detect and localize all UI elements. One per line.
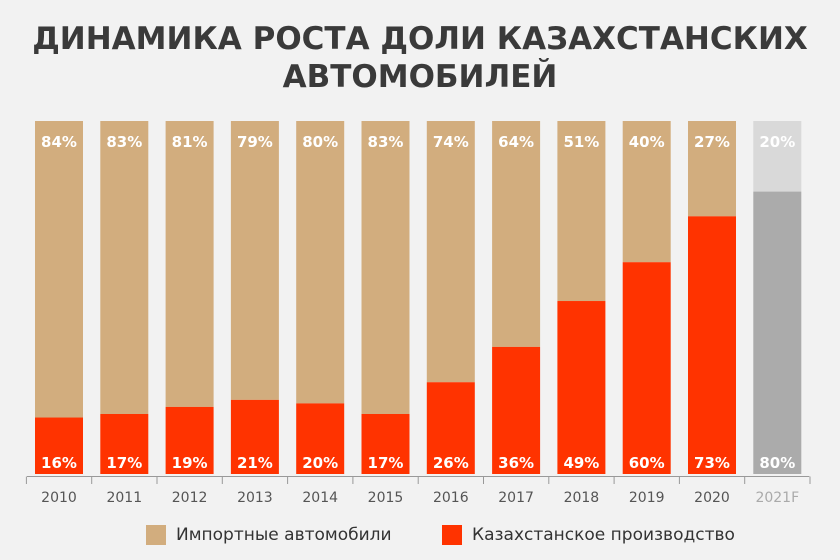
bar-local-2015 [361,413,410,474]
legend-label-import: Импортные автомобили [176,525,392,545]
data-label-import-2018: 51% [563,133,599,151]
data-label-local-2019: 60% [629,454,665,472]
legend-item-import: Импортные автомобили [146,523,392,547]
bar-local-2020 [688,216,736,474]
bar-import-2012 [165,121,214,407]
bar-import-2021F [753,121,802,192]
data-label-local-2013: 21% [237,454,273,472]
bar-local-2018 [557,301,606,474]
chart-title: ДИНАМИКА РОСТА ДОЛИ КАЗАХСТАНСКИХ АВТОМО… [0,20,840,96]
bar-import-2015 [361,121,410,414]
x-tick-label-2011: 2011 [106,490,142,506]
data-label-import-2015: 83% [368,133,404,151]
data-label-import-2011: 83% [106,133,142,151]
data-label-import-2012: 81% [172,133,208,151]
data-label-local-2018: 49% [563,454,599,472]
data-label-import-2016: 74% [433,133,469,151]
x-tick-label-2021F: 2021F [755,490,799,506]
legend-label-local: Казахстанское производство [472,525,735,545]
x-tick-label-2017: 2017 [498,490,534,506]
bar-import-2018 [557,121,606,302]
bar-local-2016 [426,382,475,474]
legend: Импортные автомобили Казахстанское произ… [0,523,840,547]
x-tick-label-2019: 2019 [629,490,665,506]
data-label-import-2019: 40% [629,133,665,151]
bar-import-2011 [100,121,149,414]
bar-local-2013 [230,399,279,474]
data-label-import-2020: 27% [694,133,730,151]
bar-import-2019 [622,121,671,263]
bar-import-2017 [492,121,541,347]
x-tick-label-2013: 2013 [237,490,273,506]
legend-swatch-import [146,525,166,545]
x-tick-label-2016: 2016 [433,490,469,506]
bar-local-2012 [165,406,214,474]
bar-local-2021F [753,191,802,474]
data-label-local-2014: 20% [302,454,338,472]
data-label-import-2010: 84% [41,133,77,151]
stacked-bar-chart: 84% 16% 2010 83% 17% 2011 81% 19% 2012 79% 21% 2013… [25,121,811,506]
bar-local-2010 [35,417,83,474]
data-label-import-2017: 64% [498,133,534,151]
legend-item-local: Казахстанское производство [442,523,735,547]
bar-import-2014 [296,121,345,404]
data-label-local-2016: 26% [433,454,469,472]
data-label-local-2021F: 80% [759,454,795,472]
x-tick-label-2015: 2015 [368,490,404,506]
data-label-local-2011: 17% [106,454,142,472]
chart-title-line-1: ДИНАМИКА РОСТА ДОЛИ КАЗАХСТАНСКИХ [32,21,808,57]
bar-local-2014 [296,403,345,474]
bar-import-2010 [35,121,83,418]
data-label-import-2014: 80% [302,133,338,151]
bar-import-2013 [230,121,279,400]
data-label-import-2013: 79% [237,133,273,151]
legend-swatch-local [442,525,462,545]
data-label-import-2021F: 20% [759,133,795,151]
x-tick-label-2018: 2018 [564,490,600,506]
bar-local-2011 [100,413,149,474]
x-tick-label-2014: 2014 [302,490,338,506]
data-label-local-2012: 19% [172,454,208,472]
data-label-local-2020: 73% [694,454,730,472]
x-tick-label-2012: 2012 [172,490,208,506]
data-label-local-2015: 17% [368,454,404,472]
bar-local-2017 [492,346,541,474]
chart-title-line-2: АВТОМОБИЛЕЙ [282,59,558,95]
x-tick-label-2020: 2020 [694,490,730,506]
bar-import-2016 [426,121,475,383]
x-tick-label-2010: 2010 [41,490,77,506]
data-label-local-2017: 36% [498,454,534,472]
bar-import-2020 [688,121,736,217]
data-label-local-2010: 16% [41,454,77,472]
bar-local-2019 [622,262,671,474]
